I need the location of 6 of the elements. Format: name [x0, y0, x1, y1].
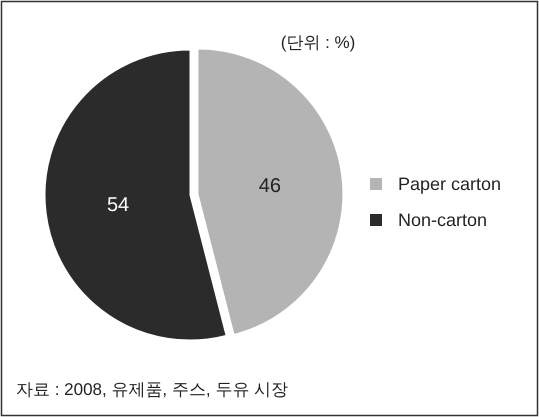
legend-label: Non-carton — [398, 210, 488, 230]
data-label: 46 — [258, 174, 281, 197]
data-label: 54 — [106, 194, 130, 216]
chart-subtitle: (단위 : %) — [280, 33, 356, 52]
legend-label: Paper carton — [398, 174, 502, 194]
text: 자료 : 2008, 유제품, 주스, 두유 시장 — [16, 380, 288, 399]
